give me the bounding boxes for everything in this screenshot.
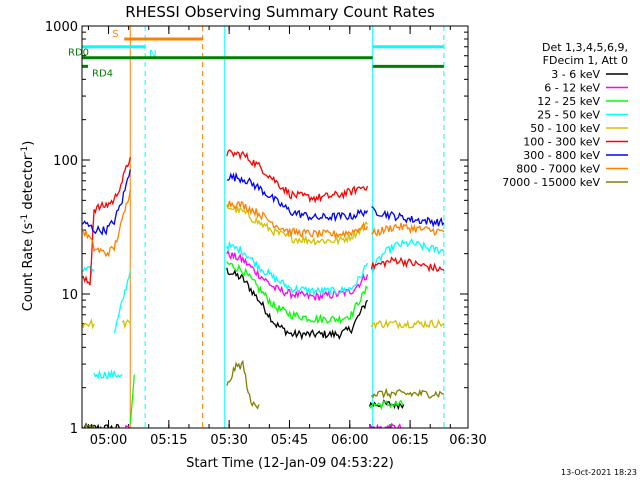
series-line <box>370 318 445 330</box>
series-line <box>368 399 404 411</box>
series-line <box>226 171 369 223</box>
series-line <box>226 204 369 246</box>
series-line <box>82 422 123 428</box>
series-line <box>82 318 95 330</box>
series-line <box>82 189 131 258</box>
series-line <box>226 267 369 341</box>
y-tick-label: 1000 <box>45 20 78 35</box>
series-line <box>121 319 131 330</box>
x-tick-label: 06:30 <box>449 433 486 448</box>
flag-label: RD0 <box>68 48 89 59</box>
legend-header-line-2: FDecim 1, Att 0 <box>543 54 628 67</box>
series-line <box>82 266 95 276</box>
legend-label: 3 - 6 keV <box>551 68 600 81</box>
flag-label: RD4 <box>92 68 113 79</box>
series-line <box>113 270 131 333</box>
series-line <box>226 248 369 301</box>
flag-label: S <box>112 29 118 40</box>
y-tick-label: 100 <box>53 154 78 169</box>
x-tick-label: 05:45 <box>271 433 308 448</box>
legend-label: 7000 - 15000 keV <box>502 176 600 189</box>
legend-label: 50 - 100 keV <box>530 122 600 135</box>
legend-label: 6 - 12 keV <box>544 82 600 95</box>
chart-title: RHESSI Observing Summary Count Rates <box>125 3 435 21</box>
x-tick-label: 05:00 <box>90 433 127 448</box>
series-line <box>370 237 445 275</box>
legend-label: 100 - 300 keV <box>523 136 600 149</box>
legend-label: 12 - 25 keV <box>537 95 600 108</box>
series-line <box>82 169 131 236</box>
axes: 1 10 100 1000 05:00 05:15 05:30 05:45 06:00 06:15… <box>45 20 487 448</box>
legend: Det 1,3,4,5,6,9, FDecim 1, Att 0 3 - 6 k… <box>502 41 628 189</box>
y-tick-label: 1 <box>70 422 78 437</box>
series-line <box>226 149 369 204</box>
legend-label: 300 - 800 keV <box>523 149 600 162</box>
y-axis-label: Count Rate (s-1 detector-1) <box>20 141 36 312</box>
x-tick-label: 05:15 <box>150 433 187 448</box>
legend-header-line-1: Det 1,3,4,5,6,9, <box>542 41 628 54</box>
series-line <box>371 222 445 237</box>
x-tick-label: 06:15 <box>391 433 428 448</box>
flag-label: N <box>149 49 156 60</box>
x-axis-label: Start Time (12-Jan-09 04:53:22) <box>186 456 394 471</box>
series-group <box>82 149 445 428</box>
x-tick-label: 06:00 <box>331 433 368 448</box>
footer-timestamp: 13-Oct-2021 18:23 <box>561 468 637 477</box>
legend-label: 25 - 50 keV <box>537 109 600 122</box>
series-line <box>226 200 369 240</box>
series-line <box>124 424 133 428</box>
legend-label: 800 - 7000 keV <box>516 163 600 176</box>
series-line <box>368 399 405 411</box>
series-line <box>226 359 260 410</box>
series-line <box>226 261 369 325</box>
vertical-markers <box>129 26 445 428</box>
series-line <box>129 374 135 425</box>
series-line <box>370 256 445 273</box>
series-line <box>371 206 445 228</box>
y-tick-label: 10 <box>61 288 78 303</box>
series-line <box>93 368 123 380</box>
series-line <box>370 387 444 400</box>
plot-frame <box>81 25 469 429</box>
x-tick-label: 05:30 <box>210 433 247 448</box>
series-line <box>226 240 369 297</box>
series-line <box>82 157 131 286</box>
